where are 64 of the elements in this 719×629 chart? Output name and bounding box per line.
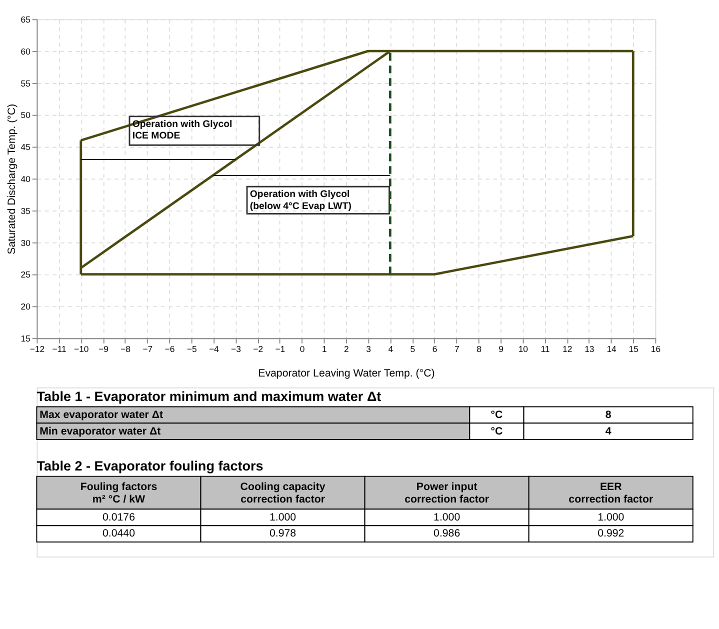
y-tick-label: 40	[20, 174, 31, 184]
x-tick-label: 11	[540, 344, 550, 354]
text: °C	[490, 425, 504, 438]
y-axis-title: Saturated Discharge Temp. (°C)	[6, 104, 18, 254]
x-tick-label: 4	[388, 344, 394, 354]
y-tick-label: 55	[20, 78, 31, 88]
y-tick-label: 45	[20, 142, 31, 152]
caption: Table 2 - Evaporator fouling factors	[36, 458, 264, 474]
x-axis-title: Evaporator Leaving Water Temp. (°C)	[258, 367, 435, 380]
x-tick-label: −9	[98, 344, 109, 354]
x-tick-label: −5	[186, 344, 197, 354]
text: 8	[605, 408, 612, 421]
x-tick-label: 3	[366, 344, 372, 354]
y-tick-label: 35	[20, 206, 31, 216]
y-tick-label: 20	[20, 302, 31, 312]
x-tick-label: −7	[142, 344, 153, 354]
text: 0.0176	[102, 511, 136, 524]
x-tick-label: −2	[253, 344, 264, 354]
x-tick-label: −10	[74, 344, 89, 354]
x-tick-label: −1	[275, 344, 286, 354]
y-tick-label: 65	[20, 14, 31, 25]
text: 1.000	[269, 511, 296, 524]
text: EER correction factor	[568, 480, 654, 506]
x-tick-label: 2	[344, 344, 350, 354]
x-tick-label: 0	[300, 344, 305, 354]
x-tick-label: 12	[562, 344, 572, 354]
x-tick-label: 5	[410, 344, 416, 354]
caption: Table 1 - Evaporator minimum and maximum water Δt	[36, 388, 382, 404]
text: Min evaporator water Δt	[40, 425, 162, 438]
text: Cooling capacity correction factor	[240, 480, 326, 506]
x-tick-label: 16	[650, 344, 661, 354]
x-tick-label: 10	[518, 344, 528, 354]
x-tick-label: 14	[606, 344, 617, 354]
x-tick-label: −12	[30, 344, 45, 354]
x-tick-label: −3	[231, 344, 242, 354]
x-tick-label: −11	[52, 344, 67, 354]
text: Fouling factors m² °C / kW	[80, 480, 158, 506]
x-tick-label: 7	[454, 344, 460, 354]
text: 4	[605, 425, 612, 438]
y-tick-label: 60	[20, 46, 31, 56]
y-tick-label: 25	[20, 270, 31, 280]
x-tick-label: 8	[476, 344, 482, 354]
x-tick-label: −8	[120, 344, 131, 354]
text: 1.000	[598, 511, 624, 524]
x-tick-label: 9	[498, 344, 504, 354]
text: °C	[490, 408, 504, 421]
x-tick-label: 6	[432, 344, 438, 354]
x-tick-label: −4	[208, 344, 220, 354]
text: 1.000	[434, 511, 460, 524]
text: Max evaporator water Δt	[40, 408, 164, 421]
text: 0.978	[269, 528, 296, 540]
annotation: Operation with Glycol ICE MODE	[132, 119, 232, 142]
y-tick-label: 15	[20, 333, 31, 344]
x-tick-label: 1	[322, 344, 327, 354]
x-tick-label: −6	[164, 344, 175, 354]
annotation: Operation with Glycol (below 4°C Evap LWT)	[250, 189, 352, 212]
x-tick-label: 15	[628, 344, 639, 354]
text: Power input correction factor	[404, 480, 490, 506]
text: 0.0440	[102, 528, 136, 540]
text: 0.992	[598, 528, 624, 540]
x-tick-label: 13	[584, 344, 594, 354]
y-tick-label: 30	[20, 238, 31, 248]
text: 0.986	[434, 528, 460, 540]
y-tick-label: 50	[20, 110, 31, 120]
